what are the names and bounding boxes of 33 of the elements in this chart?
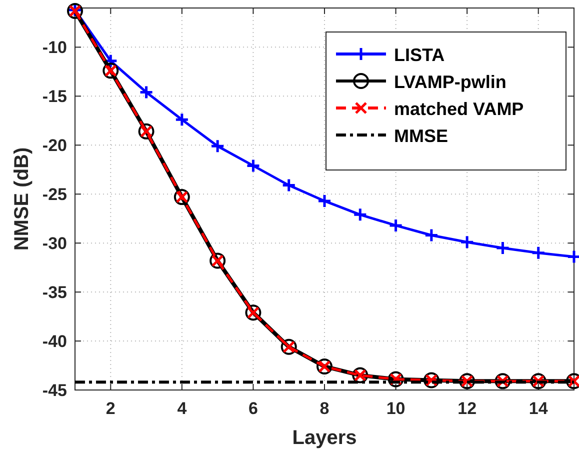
x-tick-label: 14 (528, 399, 548, 418)
point (210, 138, 225, 154)
point (460, 234, 474, 250)
y-tick-label: -15 (42, 87, 67, 106)
point (352, 207, 368, 222)
point (531, 246, 546, 260)
point (174, 112, 190, 127)
x-tick-label: 8 (320, 399, 330, 418)
legend-label: MMSE (394, 126, 448, 146)
legend-label: LVAMP-pwlin (394, 72, 506, 92)
y-tick-label: -20 (42, 136, 67, 156)
legend-label: matched VAMP (394, 99, 524, 119)
point (246, 158, 260, 173)
x-tick-label: 6 (248, 399, 258, 418)
y-tick-label: -40 (42, 332, 67, 352)
point (424, 228, 439, 242)
legend-label: LISTA (394, 45, 445, 65)
point (282, 178, 296, 193)
x-axis-title: Layers (292, 427, 357, 449)
x-tick-label: 4 (177, 399, 188, 418)
x-tick-label: 12 (458, 399, 477, 418)
y-tick-label: -10 (42, 38, 67, 58)
point (388, 218, 404, 233)
y-tick-label: -45 (42, 381, 67, 400)
y-tick-label: -30 (42, 234, 67, 254)
x-tick-label: 10 (386, 399, 406, 418)
point (495, 240, 510, 256)
x-tick-label: 2 (106, 399, 116, 418)
y-tick-label: -35 (42, 283, 67, 302)
y-axis-title: NMSE (dB) (11, 147, 33, 251)
point (317, 194, 332, 208)
point (139, 84, 154, 100)
y-tick-label: -25 (42, 185, 67, 204)
